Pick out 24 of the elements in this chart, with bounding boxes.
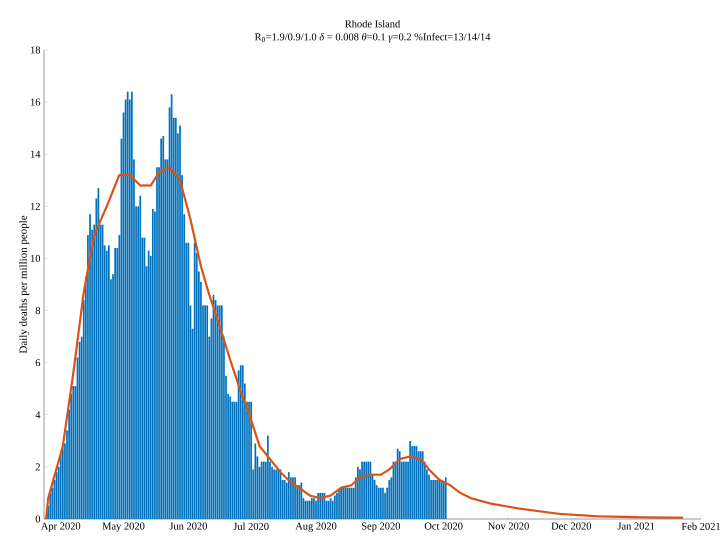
x-tick-label: Nov 2020 <box>488 522 529 530</box>
x-tick-label: Feb 2021 <box>682 522 720 530</box>
y-tick-label: 6 <box>36 359 40 366</box>
text: R$_{0}$=1.9/0.9/1.0 δ = 0.008 θ=0.1 γ=0.2 %Infect=13/14/14 <box>254 32 490 42</box>
y-tick-label: 10 <box>30 254 40 262</box>
x-tick-label: May 2020 <box>102 522 144 532</box>
y-tick-label: 16 <box>30 98 40 106</box>
y-tick-label: 14 <box>30 150 40 158</box>
y-tick-label: 4 <box>35 411 40 418</box>
x-tick-label: Jun 2020 <box>170 522 208 530</box>
x-tick-label: Jul 2020 <box>233 522 269 530</box>
x-tick-label: Jan 2021 <box>618 522 654 530</box>
x-tick-label: Sep 2020 <box>362 522 400 532</box>
y-tick-label: 12 <box>30 202 40 210</box>
chart-title: Rhode Island <box>345 20 400 28</box>
y-axis-title: Daily deaths per million people <box>19 216 30 354</box>
y-tick-label: 18 <box>30 46 40 54</box>
x-tick-label: Dec 2020 <box>551 522 592 530</box>
y-tick-label: 8 <box>36 307 40 314</box>
y-tick-label: 0 <box>36 515 40 523</box>
x-tick-label: Aug 2020 <box>295 522 336 532</box>
x-tick-label: Oct 2020 <box>424 522 463 530</box>
y-tick-label: 2 <box>36 463 40 470</box>
x-tick-label: Apr 2020 <box>40 522 80 532</box>
